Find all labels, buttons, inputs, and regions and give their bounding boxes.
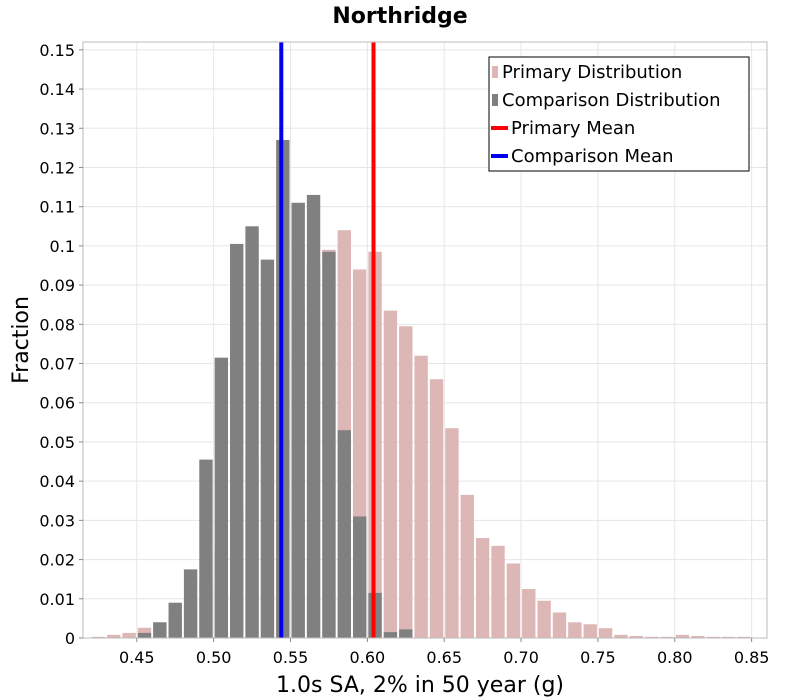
- legend-label: Comparison Mean: [511, 146, 674, 167]
- primary-bar: [737, 636, 751, 638]
- legend-label: Primary Mean: [511, 118, 635, 139]
- y-tick-label: 0.05: [39, 433, 75, 452]
- x-tick-label: 0.55: [273, 648, 309, 667]
- primary-bar: [675, 634, 690, 638]
- y-tick-label: 0.09: [39, 276, 75, 295]
- comparison-bar: [306, 194, 321, 638]
- y-tick-label: 0.13: [39, 119, 75, 138]
- primary-bar: [475, 538, 490, 638]
- x-axis-label: 1.0s SA, 2% in 50 year (g): [276, 673, 564, 698]
- comparison-bar: [199, 459, 213, 638]
- legend: Primary Distribution Comparison Distribut…: [488, 56, 750, 172]
- primary-bar: [568, 622, 582, 638]
- primary-bar: [122, 632, 136, 638]
- primary-bar: [399, 326, 413, 638]
- primary-bar: [445, 428, 459, 638]
- comparison-bar: [383, 632, 398, 638]
- primary-bar: [614, 634, 628, 638]
- primary-bar: [137, 627, 152, 638]
- primary-bar: [383, 310, 398, 638]
- x-tick-label: 0.65: [426, 648, 462, 667]
- chart-title: Northridge: [332, 4, 467, 29]
- x-axis: 0.45 0.50 0.55 0.60 0.65 0.70 0.75 0.80 0.85: [119, 638, 769, 667]
- comparison-bar: [214, 357, 229, 638]
- y-tick-label: 0.11: [39, 198, 75, 217]
- plot-frame: [82, 41, 768, 639]
- y-tick-label: 0.07: [39, 355, 75, 374]
- x-tick-label: 0.70: [503, 648, 539, 667]
- comparison-bar: [183, 569, 198, 638]
- comparison-bar: [337, 430, 351, 638]
- x-tick-label: 0.45: [119, 648, 155, 667]
- grid-lines: [83, 42, 767, 639]
- primary-bar: [414, 355, 428, 638]
- legend-swatch: [492, 94, 498, 106]
- y-tick-label: 0.02: [39, 551, 75, 570]
- x-tick-label: 0.50: [196, 648, 232, 667]
- legend-label: Comparison Distribution: [502, 90, 721, 111]
- comparison-bar: [291, 202, 305, 638]
- y-axis: 0 0.01 0.02 0.03 0.04 0.05 0.06 0.07 0.08 0.09 0.1…: [39, 41, 83, 648]
- y-tick-label: 0.03: [39, 511, 75, 530]
- x-tick-label: 0.75: [580, 648, 616, 667]
- comparison-bar: [260, 259, 275, 638]
- primary-bar: [721, 636, 736, 638]
- comparison-bar: [137, 632, 152, 638]
- y-tick-label: 0.1: [50, 237, 75, 256]
- comparison-bar: [352, 516, 367, 638]
- primary-bar: [691, 636, 705, 638]
- legend-box: [488, 56, 750, 172]
- primary-bar: [583, 624, 597, 638]
- y-tick-label: 0.08: [39, 315, 75, 334]
- primary-bar: [429, 379, 444, 638]
- legend-label: Primary Distribution: [502, 62, 682, 83]
- primary-bar: [552, 612, 567, 638]
- y-axis-label: Fraction: [9, 296, 34, 384]
- primary-bar: [598, 628, 613, 638]
- y-tick-label: 0.04: [39, 472, 75, 491]
- y-tick-label: 0: [65, 629, 75, 648]
- comparison-bar: [399, 629, 413, 638]
- primary-bar: [706, 636, 720, 638]
- comparison-bar: [230, 243, 244, 638]
- y-tick-label: 0.01: [39, 590, 75, 609]
- y-tick-label: 0.06: [39, 394, 75, 413]
- primary-bar: [537, 600, 551, 638]
- primary-bar: [506, 563, 521, 638]
- y-tick-label: 0.15: [39, 41, 75, 60]
- x-tick-label: 0.60: [350, 648, 386, 667]
- x-tick-label: 0.80: [657, 648, 693, 667]
- legend-swatch: [492, 66, 498, 78]
- primary-bar: [629, 636, 644, 638]
- primary-bar: [91, 636, 106, 638]
- comparison-bar: [168, 602, 182, 638]
- y-tick-label: 0.14: [39, 80, 75, 99]
- primary-bar: [660, 636, 674, 638]
- mean-lines: [279, 42, 376, 638]
- primary-bar: [522, 588, 536, 638]
- comparison-bar: [322, 251, 336, 639]
- comparison-bar: [153, 622, 167, 638]
- comparison-bar: [245, 226, 259, 638]
- primary-bar: [460, 494, 474, 638]
- primary-bar: [491, 545, 505, 638]
- primary-bar: [107, 634, 121, 638]
- primary-bar: [645, 636, 659, 638]
- x-tick-label: 0.85: [734, 648, 770, 667]
- y-tick-label: 0.12: [39, 158, 75, 177]
